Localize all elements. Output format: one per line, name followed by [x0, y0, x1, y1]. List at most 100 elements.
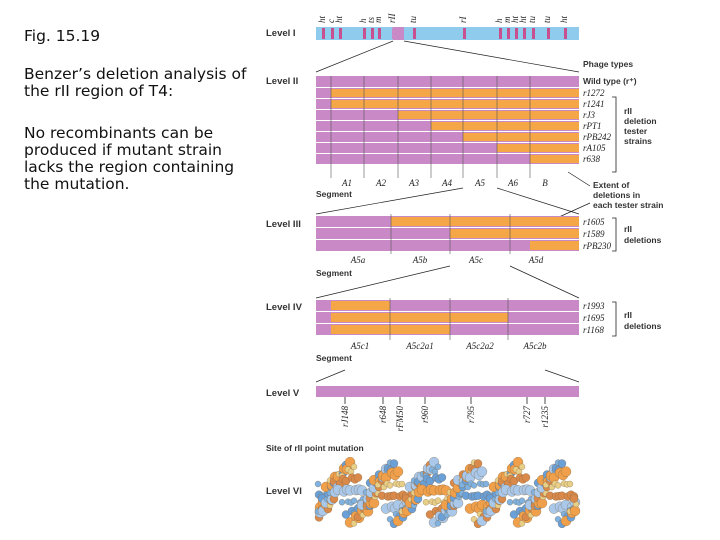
- caption-rule: No recombinants can be produced if mutan…: [24, 124, 235, 193]
- dna-atom: [518, 497, 526, 504]
- strain-label: r1695: [583, 313, 605, 323]
- caption-intro: Benzer’s deletion analysis of the rII re…: [24, 65, 247, 100]
- segment-label: A5c2a1: [405, 341, 434, 351]
- level-2-group-line-2: deletion: [624, 116, 657, 126]
- dna-atom: [557, 459, 567, 468]
- level-1-gene-marker: [463, 28, 466, 39]
- level-1-gene-label: rI: [458, 15, 468, 23]
- deletion-span: [331, 89, 579, 97]
- dna-atom: [392, 466, 404, 477]
- wild-type-label: Wild type (r⁺): [583, 76, 637, 86]
- mutation-label: rJ148: [340, 406, 350, 427]
- level-1-gene-label: tu: [542, 15, 552, 23]
- dna-atom: [389, 459, 399, 468]
- expansion-line: [403, 40, 580, 73]
- dna-atom: [569, 494, 579, 503]
- expansion-line: [315, 40, 394, 73]
- level-1-gene-label: rII: [387, 13, 397, 23]
- level-1-gene-label: m: [502, 16, 512, 23]
- strain-label: r1241: [583, 99, 605, 109]
- segment-label: A4: [441, 178, 452, 188]
- expansion-line: [509, 265, 580, 299]
- expansion-line: [315, 265, 451, 299]
- level-1-gene-marker: [339, 28, 342, 39]
- level-3-strain-bars: [316, 216, 579, 251]
- level-1-label: Level I: [266, 28, 296, 39]
- segment-label: A5a: [350, 255, 366, 265]
- site-of-mutation-label: Site of rII point mutation: [266, 443, 364, 453]
- level-1-gene-marker: [378, 28, 381, 39]
- level-3-segment-labels: A5a A5b A5c A5d: [350, 255, 544, 265]
- dna-atom: [398, 480, 406, 488]
- strain-bar: [316, 228, 579, 239]
- segment-label: A6: [507, 178, 518, 188]
- deletion-span: [497, 144, 579, 152]
- segment-label: A3: [408, 178, 419, 188]
- level-1-gene-label: tu: [527, 15, 537, 23]
- deletion-span: [530, 241, 579, 250]
- level-4-segment-labels: A5c1 A5c2a1 A5c2a2 A5c2b: [350, 341, 547, 351]
- mutation-label: r795: [466, 406, 476, 424]
- level-4-group-line-2: deletions: [624, 321, 662, 331]
- deletion-span: [331, 301, 390, 310]
- level-4-strain-bars: [316, 300, 579, 335]
- dna-atom: [350, 520, 358, 527]
- level-1-gene-label: ht: [510, 16, 520, 24]
- dna-atom: [353, 473, 363, 482]
- level-5-bar: [316, 386, 579, 397]
- expansion-line: [315, 369, 346, 383]
- dna-atom: [434, 520, 442, 527]
- mutation-label: rFM50: [395, 406, 405, 432]
- level-3-group-line-1: rII: [624, 224, 632, 234]
- strain-label: r638: [583, 154, 601, 164]
- dna-atom: [560, 466, 572, 477]
- deletion-span: [331, 100, 579, 108]
- level-1-gene-marker: [371, 28, 374, 39]
- level-2-group-line-3: tester: [624, 126, 648, 136]
- level-2-bracket: [612, 96, 617, 173]
- segment-label: A5c: [468, 255, 483, 265]
- dna-atom: [518, 463, 526, 470]
- dna-atom: [473, 459, 483, 468]
- wild-type-bar: [316, 76, 579, 87]
- segment-label: A5c2a2: [465, 341, 494, 351]
- strain-label: rPB242: [583, 132, 611, 142]
- level-3-group-line-2: deletions: [624, 235, 662, 245]
- strain-bar: [316, 300, 579, 311]
- level-1-gene-label: ht: [317, 16, 327, 24]
- extent-pointer: [567, 171, 591, 187]
- dna-atom: [566, 480, 574, 488]
- level-1-gene-marker: [523, 28, 526, 39]
- dna-atom: [338, 499, 346, 506]
- extent-label-line-3: each tester strain: [593, 200, 663, 210]
- level-4-bracket: [612, 301, 617, 337]
- level-1-gene-marker: [507, 28, 510, 39]
- strain-bar: [316, 143, 579, 153]
- level-1-gene-marker: [413, 28, 416, 39]
- deletion-span: [398, 111, 579, 119]
- dna-atom: [422, 499, 430, 506]
- segment-label: B: [542, 178, 548, 188]
- dna-atom: [521, 473, 531, 482]
- level-1-gene-marker: [322, 28, 325, 39]
- deletion-span: [530, 155, 579, 163]
- strain-bar: [316, 154, 579, 164]
- deletion-span: [331, 325, 450, 334]
- level-1-gene-marker: [499, 28, 502, 39]
- level-3-segment-word: Segment: [316, 268, 352, 278]
- level-5-point-mutations: rJ148 r648 rFM50 r960 r795 r727 r1235: [340, 397, 550, 432]
- dna-atom: [314, 480, 322, 488]
- segment-label: A1: [341, 178, 352, 188]
- deletion-span: [431, 122, 579, 130]
- segment-label: A5: [474, 178, 485, 188]
- dna-atom: [470, 482, 478, 489]
- level-1-genome-bar: [316, 27, 579, 40]
- level-4-group-line-1: rII: [624, 310, 632, 320]
- strain-label: rJ3: [583, 110, 595, 120]
- strain-label: r1589: [583, 229, 605, 239]
- dna-atom: [386, 482, 394, 489]
- level-2-segment-labels: A1 A2 A3 A4 A5 A6 B: [341, 178, 548, 188]
